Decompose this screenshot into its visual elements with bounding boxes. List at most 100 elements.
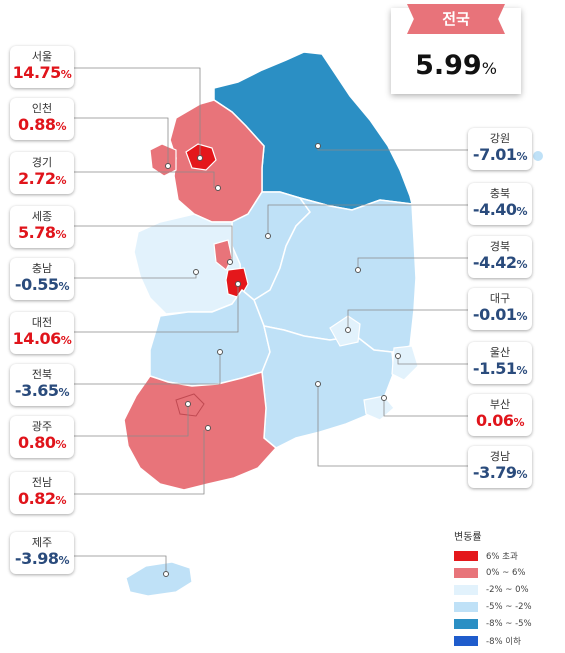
region-value-unit: % [58, 280, 70, 293]
region-value: -1.51% [468, 359, 532, 381]
island-ulleung [533, 151, 543, 161]
region-value: 0.80% [10, 433, 74, 455]
region-card: 경북 -4.42% [468, 236, 532, 278]
national-number: 5.99 [415, 50, 482, 81]
region-card: 대전 14.06% [10, 312, 74, 354]
region-value-unit: % [60, 334, 72, 347]
region-busan [363, 395, 395, 421]
legend-label: 0% ~ 6% [486, 567, 526, 578]
region-card: 부산 0.06% [468, 394, 532, 436]
region-name: 대구 [489, 292, 511, 305]
region-card: 전북 -3.65% [10, 364, 74, 406]
region-card: 충남 -0.55% [10, 258, 74, 300]
region-card: 서울 14.75% [10, 46, 74, 88]
region-value: 0.06% [468, 411, 532, 433]
region-card: 경기 2.72% [10, 152, 74, 194]
region-card: 인천 0.88% [10, 98, 74, 140]
region-value: -7.01% [468, 145, 532, 167]
legend: 변동률 6% 초과 0% ~ 6% -2% ~ 0% -5% ~ -2% -8% ~ -… [454, 528, 559, 649]
region-value-unit: % [55, 494, 66, 507]
region-name: 부산 [489, 398, 511, 411]
region-name: 강원 [489, 132, 511, 145]
region-value-number: -3.65 [14, 381, 59, 400]
region-name: 경남 [489, 450, 511, 463]
region-value: -3.65% [10, 381, 74, 403]
region-value: -4.42% [468, 253, 532, 275]
legend-swatch [454, 584, 478, 595]
region-value-number: 2.72 [17, 169, 56, 188]
legend-swatch [454, 618, 478, 629]
national-unit: % [481, 59, 497, 78]
region-value-number: 14.75 [12, 63, 62, 82]
region-name: 전북 [31, 368, 53, 381]
region-value-unit: % [55, 438, 66, 451]
region-name: 울산 [489, 346, 511, 359]
legend-label: -8% 이하 [486, 636, 521, 647]
legend-title: 변동률 [454, 532, 482, 543]
region-value-number: -1.51 [472, 359, 517, 378]
region-card: 광주 0.80% [10, 416, 74, 458]
region-value: 5.78% [10, 223, 74, 245]
region-value: -3.98% [10, 549, 74, 571]
region-name: 충남 [31, 262, 53, 275]
region-name: 인천 [31, 102, 53, 115]
region-value-unit: % [55, 228, 66, 241]
region-card: 세종 5.78% [10, 206, 74, 248]
region-value: 14.75% [10, 63, 74, 85]
region-value-unit: % [516, 258, 528, 271]
legend-label: -2% ~ 0% [486, 584, 529, 595]
region-name: 제주 [31, 536, 53, 549]
region-value-number: -0.55 [14, 275, 59, 294]
region-name: 세종 [31, 210, 53, 223]
region-name: 광주 [31, 420, 53, 433]
legend-swatch [454, 601, 478, 612]
region-name: 충북 [489, 187, 511, 200]
region-card: 제주 -3.98% [10, 532, 74, 574]
region-card: 전남 0.82% [10, 472, 74, 514]
legend-swatch [454, 567, 478, 578]
national-label: 전국 [407, 4, 505, 34]
region-value-number: 0.06 [475, 411, 514, 430]
region-value-unit: % [516, 310, 528, 323]
region-value-unit: % [516, 364, 528, 377]
legend-label: 6% 초과 [486, 551, 518, 562]
region-value-unit: % [58, 386, 70, 399]
region-value-number: 0.82 [17, 489, 56, 508]
legend-items: 6% 초과 0% ~ 6% -2% ~ 0% -5% ~ -2% -8% ~ -5% -8… [454, 547, 559, 649]
region-value-unit: % [516, 205, 528, 218]
region-name: 경북 [489, 240, 511, 253]
region-value-unit: % [55, 120, 66, 133]
national-value: 5.99% [391, 50, 521, 81]
legend-swatch [454, 550, 478, 561]
region-value-number: -4.40 [472, 200, 517, 219]
region-value-number: 0.88 [17, 115, 56, 134]
region-card: 경남 -3.79% [468, 446, 532, 488]
region-name: 경기 [31, 156, 53, 169]
legend-swatch [454, 635, 478, 646]
legend-item: 0% ~ 6% [454, 564, 559, 581]
region-value-unit: % [513, 416, 524, 429]
region-jeju [125, 561, 193, 597]
region-value-unit: % [60, 68, 72, 81]
legend-item: -8% ~ -5% [454, 615, 559, 632]
region-value-unit: % [55, 174, 66, 187]
region-value-number: 0.80 [17, 433, 56, 452]
region-card: 대구 -0.01% [468, 288, 532, 330]
region-value-number: -0.01 [472, 305, 517, 324]
legend-item: 6% 초과 [454, 547, 559, 564]
region-name: 서울 [31, 50, 53, 63]
region-value-number: 5.78 [17, 223, 56, 242]
region-value: -0.01% [468, 305, 532, 327]
region-jeonnam [123, 371, 278, 491]
legend-item: -5% ~ -2% [454, 598, 559, 615]
region-value: 0.88% [10, 115, 74, 137]
region-daegu [329, 315, 361, 347]
region-value-number: -3.98 [14, 549, 59, 568]
legend-item: -2% ~ 0% [454, 581, 559, 598]
region-value: 14.06% [10, 329, 74, 351]
region-card: 충북 -4.40% [468, 183, 532, 225]
national-summary: 전국 5.99% [391, 4, 521, 94]
region-value: 0.82% [10, 489, 74, 511]
region-value-unit: % [516, 468, 528, 481]
